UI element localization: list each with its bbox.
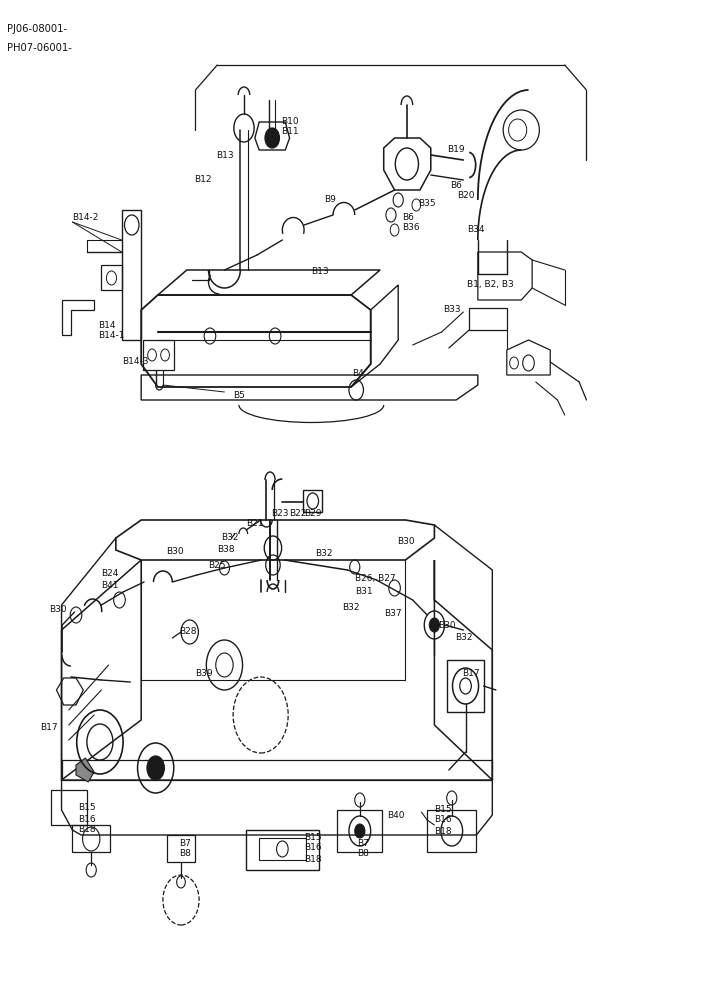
Text: B17: B17: [40, 724, 57, 732]
Text: B7: B7: [180, 838, 191, 848]
Text: B41: B41: [101, 580, 119, 589]
Text: B30: B30: [438, 621, 455, 631]
Text: B8: B8: [180, 850, 191, 858]
Text: B22: B22: [290, 508, 307, 518]
Text: B14-2: B14-2: [72, 213, 98, 222]
Text: B24: B24: [101, 570, 119, 578]
Text: B16: B16: [78, 814, 96, 824]
Text: B25: B25: [209, 560, 226, 570]
Text: B30: B30: [167, 546, 184, 556]
Text: B21: B21: [246, 520, 264, 528]
Text: B28: B28: [180, 628, 197, 637]
Text: B16: B16: [434, 816, 452, 824]
Bar: [259, 838, 306, 860]
Text: B18: B18: [78, 826, 96, 834]
Text: B6: B6: [450, 180, 462, 190]
Text: B17: B17: [462, 670, 479, 678]
Text: B13: B13: [311, 267, 329, 276]
Text: B40: B40: [387, 810, 405, 820]
Text: B30: B30: [397, 538, 414, 546]
Text: B15: B15: [434, 804, 452, 814]
Text: B26, B27: B26, B27: [355, 574, 395, 582]
Text: B32: B32: [315, 548, 332, 558]
Text: B39: B39: [195, 668, 213, 678]
Text: B35: B35: [418, 198, 436, 208]
Text: B4: B4: [352, 369, 363, 378]
Text: B18: B18: [434, 826, 452, 836]
Text: B31: B31: [355, 587, 372, 596]
Text: B36: B36: [402, 224, 419, 232]
Text: B18: B18: [304, 854, 321, 863]
Text: B32: B32: [221, 534, 238, 542]
Text: B14-1: B14-1: [98, 332, 125, 340]
Circle shape: [355, 824, 365, 838]
Text: PH07-06001-: PH07-06001-: [7, 43, 72, 53]
Text: B30: B30: [49, 604, 67, 613]
Text: B15: B15: [78, 804, 96, 812]
Circle shape: [147, 756, 164, 780]
Circle shape: [429, 618, 439, 632]
Text: B1, B2, B3: B1, B2, B3: [467, 280, 514, 290]
Text: B12: B12: [194, 176, 211, 184]
Text: B7: B7: [357, 838, 369, 848]
Text: B15: B15: [304, 832, 321, 842]
Circle shape: [265, 128, 279, 148]
Text: B6: B6: [402, 214, 413, 223]
Text: B13: B13: [216, 150, 233, 159]
Text: B16: B16: [304, 844, 321, 852]
Text: B9: B9: [324, 196, 336, 205]
Text: B19: B19: [447, 145, 465, 154]
Text: B14: B14: [98, 322, 115, 330]
Text: B14-3: B14-3: [122, 358, 148, 366]
Text: B32: B32: [455, 634, 472, 643]
Text: B8: B8: [357, 850, 369, 858]
Text: B34: B34: [467, 226, 484, 234]
Text: B32: B32: [342, 603, 359, 612]
Text: B33: B33: [443, 306, 460, 314]
Text: B11: B11: [281, 127, 298, 136]
Text: B37: B37: [384, 609, 401, 618]
Text: B38: B38: [217, 544, 235, 554]
Text: B5: B5: [233, 391, 245, 400]
Text: B23: B23: [272, 508, 289, 518]
Text: PJ06-08001-: PJ06-08001-: [7, 24, 67, 34]
Polygon shape: [76, 758, 94, 782]
Text: B20: B20: [458, 190, 475, 200]
Text: B29: B29: [304, 508, 321, 518]
Text: B10: B10: [281, 117, 298, 126]
